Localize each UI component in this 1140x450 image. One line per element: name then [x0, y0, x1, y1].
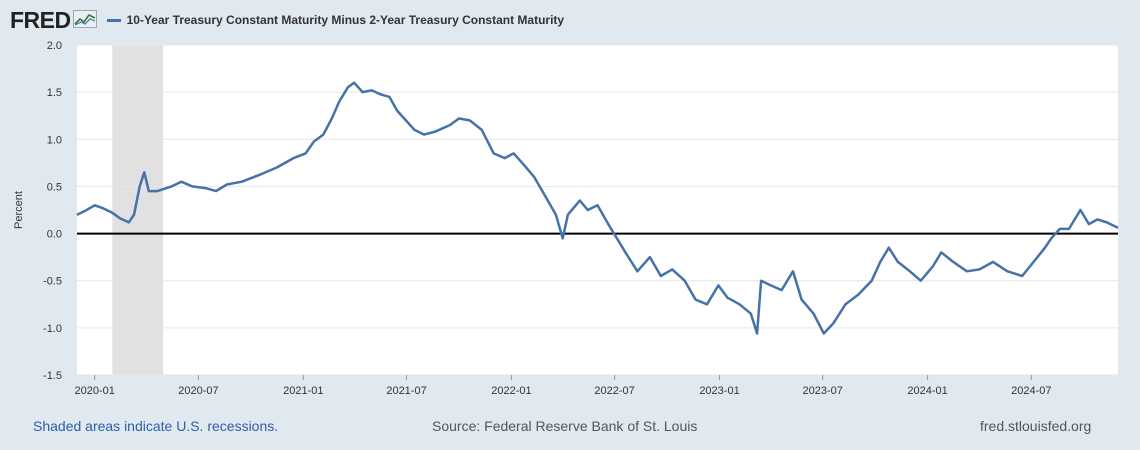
- y-tick-label: 1.5: [47, 87, 62, 99]
- series-line: [76, 81, 1119, 335]
- y-axis-ticks: 2.0 1.5 1.0 0.5 0.0 -0.5 -1.0 -1.5: [43, 40, 62, 382]
- fred-logo[interactable]: FRED: [10, 8, 97, 32]
- legend-label: 10-Year Treasury Constant Maturity Minus…: [126, 13, 565, 27]
- recession-band: [112, 45, 164, 375]
- y-tick-label: 0.0: [47, 229, 62, 241]
- y-tick-label: 0.5: [47, 181, 62, 193]
- chart: 2.01.51.00.50.0-0.5-1.0-1.5 2020-01 2020-…: [13, 40, 1119, 397]
- plot-area: [77, 45, 1118, 375]
- x-tick-label: 2021-07: [386, 385, 426, 397]
- x-tick-label: 2024-07: [1011, 385, 1051, 397]
- x-axis-ticks: 2020-01 2020-07 2021-01 2021-07 2022-01 2022-…: [74, 375, 1052, 397]
- fred-logo-text: FRED: [10, 7, 71, 33]
- source-text: Source: Federal Reserve Bank of St. Loui…: [432, 418, 698, 434]
- x-tick-label: 2021-01: [283, 385, 323, 397]
- y-tick-label: 2.0: [47, 40, 62, 52]
- y-tick-label: -0.5: [43, 276, 62, 288]
- site-link[interactable]: fred.stlouisfed.org: [980, 418, 1092, 434]
- x-tick-label: 2020-07: [178, 385, 218, 397]
- series-path: [76, 81, 1119, 335]
- x-tick-label: 2024-01: [907, 385, 947, 397]
- recession-note: Shaded areas indicate U.S. recessions.: [33, 418, 279, 434]
- chart-header: FRED 10-Year Treasury Constant Maturity …: [10, 8, 564, 32]
- x-tick-label: 2023-01: [699, 385, 739, 397]
- recession-shading: [112, 45, 164, 375]
- x-tick-label: 2020-01: [74, 385, 114, 397]
- legend-swatch: [106, 18, 121, 22]
- y-tick-label: -1.5: [43, 370, 62, 382]
- y-axis-label: Percent: [13, 191, 25, 229]
- x-tick-label: 2023-07: [803, 385, 843, 397]
- sparkline-icon: [72, 10, 97, 28]
- x-tick-label: 2022-01: [491, 385, 531, 397]
- x-tick-label: 2022-07: [594, 385, 634, 397]
- y-tick-label: -1.0: [43, 323, 62, 335]
- legend: 10-Year Treasury Constant Maturity Minus…: [106, 13, 565, 27]
- y-tick-label: 1.0: [47, 134, 62, 146]
- gridlines: [77, 44, 1118, 376]
